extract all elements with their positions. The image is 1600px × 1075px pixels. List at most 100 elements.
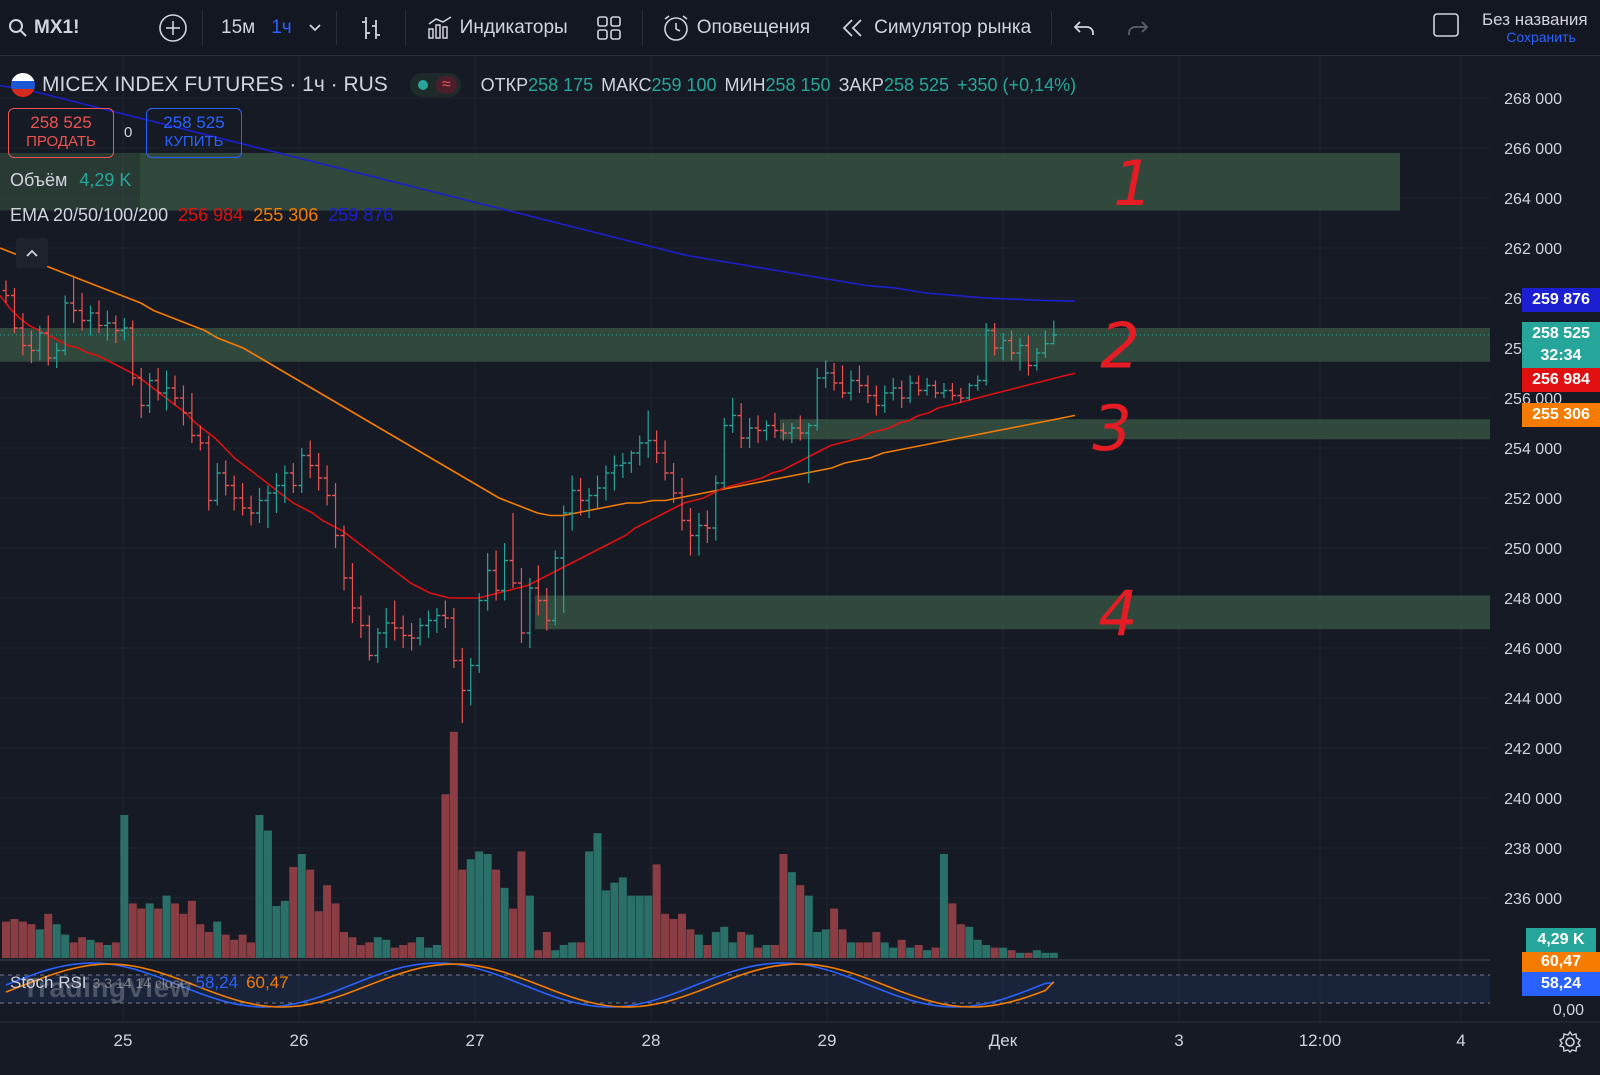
volume-bar <box>1016 952 1024 958</box>
volume-bar <box>669 919 678 958</box>
save-layout-button[interactable]: Без названия Сохранить <box>1482 11 1600 45</box>
volume-bar <box>694 934 703 958</box>
zone-annotation-number: 1 <box>1113 147 1152 220</box>
volume-bar <box>982 945 991 958</box>
interval-dropdown[interactable] <box>300 0 336 56</box>
ema-legend[interactable]: EMA 20/50/100/200 256 984 255 306 259 87… <box>10 205 393 226</box>
volume-bar <box>500 887 509 958</box>
volume-bar <box>610 882 619 958</box>
instrument-legend: MICEX INDEX FUTURES · 1ч · RUS ≈ ОТКР 258… <box>10 72 1076 98</box>
gear-icon <box>1558 1030 1582 1053</box>
volume-bar <box>10 919 19 958</box>
volume-bar <box>103 945 112 958</box>
fullscreen-button[interactable] <box>1432 12 1460 44</box>
plus-circle-icon <box>159 13 187 42</box>
high-value: 259 100 <box>651 74 717 95</box>
redo-button[interactable] <box>1116 0 1160 56</box>
volume-bar <box>458 869 467 958</box>
interval-1h[interactable]: 1ч <box>263 0 299 56</box>
zone-rect <box>0 153 140 211</box>
grid-templates-icon <box>596 15 621 40</box>
volume-bar <box>559 945 568 958</box>
zone-annotation-number: 2 <box>1100 310 1139 383</box>
stoch-legend[interactable]: Stoch RSI 3 3 14 14 close 58,24 60,47 <box>10 973 289 993</box>
tilde-icon: ≈ <box>435 76 457 94</box>
price-tick-label: 238 000 <box>1504 841 1562 858</box>
volume-bar <box>999 947 1008 958</box>
last-price-value: 258 525 <box>1532 325 1590 342</box>
symbol-search[interactable]: MX1! <box>0 0 144 56</box>
rewind-icon <box>842 18 862 37</box>
alerts-button[interactable]: Оповещения <box>643 0 824 56</box>
ema200-value: 259 876 <box>328 205 394 225</box>
time-tick-label: 26 <box>290 1031 309 1050</box>
volume-bar <box>728 942 737 958</box>
volume-bar <box>796 885 805 958</box>
volume-bar <box>213 921 222 958</box>
volume-label: Объём <box>10 170 68 190</box>
volume-bar <box>931 947 940 958</box>
volume-bar <box>813 932 822 958</box>
volume-bar <box>711 932 720 958</box>
volume-price-tag: 4,29 K <box>1526 928 1596 952</box>
volume-bar <box>872 932 881 958</box>
close-value: 258 525 <box>883 74 950 95</box>
volume-bar <box>2 921 10 958</box>
volume-bar <box>720 926 729 958</box>
volume-bar <box>923 950 932 958</box>
instrument-name[interactable]: MICEX INDEX FUTURES · 1ч · RUS <box>42 73 388 96</box>
buy-button[interactable]: 258 525 КУПИТЬ <box>146 108 242 158</box>
stoch-band <box>0 975 1490 1003</box>
collapse-legend-button[interactable] <box>16 238 48 268</box>
support-resistance-zones <box>0 153 1490 630</box>
volume-bar <box>373 937 382 958</box>
volume-value: 4,29 K <box>79 170 132 190</box>
volume-bar <box>416 937 425 958</box>
interval-15m[interactable]: 15м <box>203 0 263 56</box>
volume-legend[interactable]: Объём 4,29 K <box>10 170 131 191</box>
sell-price: 258 525 <box>30 113 92 132</box>
volume-bar <box>187 900 196 958</box>
volume-bar <box>466 859 475 958</box>
volume-bar <box>652 864 661 958</box>
replay-button[interactable]: Симулятор рынка <box>824 0 1051 56</box>
volume-bar <box>407 942 416 958</box>
time-axis[interactable]: 25 26 27 28 29 Дек 3 12:00 4 <box>0 1021 1600 1050</box>
sell-button[interactable]: 258 525 ПРОДАТЬ <box>8 108 114 158</box>
buy-price: 258 525 <box>163 113 225 132</box>
volume-bar <box>356 945 365 958</box>
chart-type-button[interactable] <box>337 0 405 56</box>
volume-bar <box>280 900 289 958</box>
buy-label: КУПИТЬ <box>164 133 224 150</box>
volume-bar <box>525 895 534 958</box>
volume-bar <box>27 924 36 958</box>
ema200-price-tag: 259 876 <box>1522 288 1600 312</box>
volume-bar <box>154 908 163 958</box>
market-status[interactable]: ≈ <box>409 73 461 97</box>
volume-bar <box>111 942 120 958</box>
templates-button[interactable] <box>582 0 642 56</box>
volume-bar <box>399 945 408 958</box>
zone-rect <box>780 419 1490 440</box>
volume-bar <box>635 895 644 958</box>
price-tick-label: 264 000 <box>1504 191 1562 208</box>
chart-settings-button[interactable] <box>1558 1030 1582 1059</box>
undo-button[interactable] <box>1052 0 1116 56</box>
stoch-d-price-tag: 60,47 <box>1522 952 1600 972</box>
volume-bar <box>272 906 281 958</box>
volume-bar <box>162 895 171 958</box>
volume-bar <box>973 939 982 958</box>
volume-bar <box>661 913 670 958</box>
volume-bar <box>365 942 374 958</box>
volume-bar <box>247 942 256 958</box>
ema200-line <box>0 84 1076 302</box>
indicators-button[interactable]: Индикаторы <box>406 0 582 56</box>
volume-bar <box>542 932 551 958</box>
compare-button[interactable] <box>144 0 202 56</box>
price-tick-label: 250 000 <box>1504 541 1562 558</box>
volume-bar <box>593 833 602 958</box>
volume-bar <box>517 851 526 958</box>
annotations: 1 2 3 4 <box>1092 147 1152 650</box>
